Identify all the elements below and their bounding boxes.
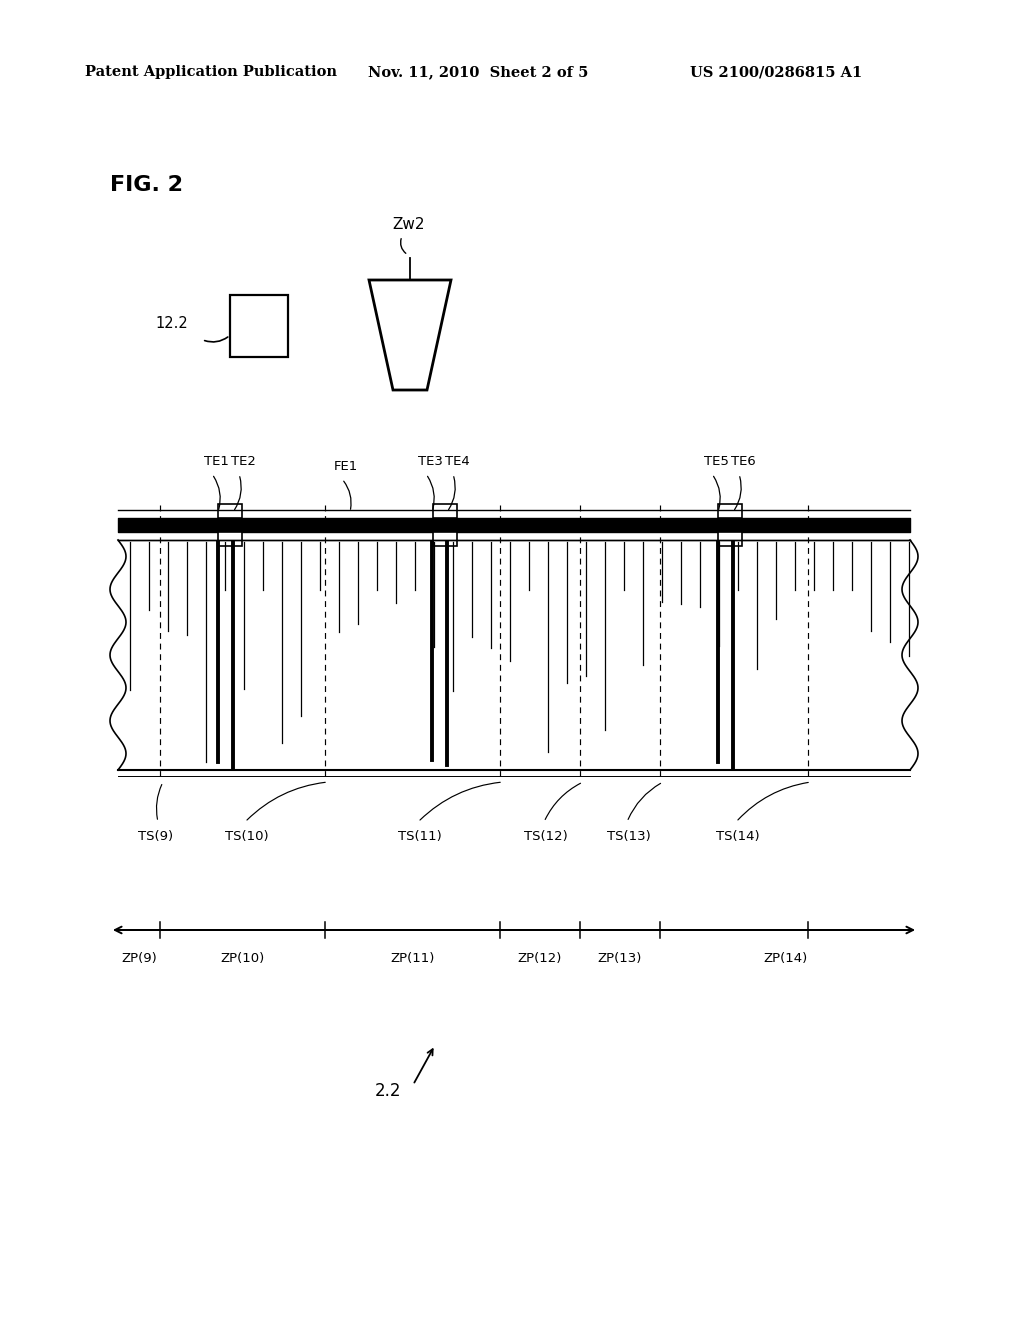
Text: ZP(11): ZP(11) xyxy=(390,952,434,965)
Text: 12.2: 12.2 xyxy=(155,315,187,330)
Text: TS(14): TS(14) xyxy=(716,830,760,843)
Text: TE2: TE2 xyxy=(231,455,256,469)
Text: ZP(14): ZP(14) xyxy=(763,952,807,965)
Text: TS(9): TS(9) xyxy=(138,830,173,843)
Text: TS(12): TS(12) xyxy=(524,830,567,843)
Bar xyxy=(433,532,457,546)
Bar xyxy=(230,294,288,356)
Text: FIG. 2: FIG. 2 xyxy=(110,176,183,195)
Bar xyxy=(718,504,742,517)
Text: ZP(12): ZP(12) xyxy=(518,952,562,965)
Text: 2.2: 2.2 xyxy=(375,1082,401,1100)
Bar xyxy=(218,532,242,546)
Text: TS(13): TS(13) xyxy=(607,830,650,843)
Text: US 2100/0286815 A1: US 2100/0286815 A1 xyxy=(690,65,862,79)
Bar xyxy=(433,504,457,517)
Text: ZP(10): ZP(10) xyxy=(220,952,264,965)
Text: TE4: TE4 xyxy=(445,455,470,469)
Text: TS(10): TS(10) xyxy=(225,830,268,843)
Text: ZP(13): ZP(13) xyxy=(598,952,642,965)
Bar xyxy=(218,504,242,517)
Text: TE6: TE6 xyxy=(731,455,756,469)
Text: ZP(9): ZP(9) xyxy=(121,952,157,965)
Text: TE3: TE3 xyxy=(418,455,442,469)
Text: Zw2: Zw2 xyxy=(392,216,425,232)
Text: TE1: TE1 xyxy=(204,455,229,469)
Text: FE1: FE1 xyxy=(334,459,358,473)
Text: TE5: TE5 xyxy=(705,455,729,469)
Text: Nov. 11, 2010  Sheet 2 of 5: Nov. 11, 2010 Sheet 2 of 5 xyxy=(368,65,589,79)
Text: Patent Application Publication: Patent Application Publication xyxy=(85,65,337,79)
Text: TS(11): TS(11) xyxy=(398,830,441,843)
Bar xyxy=(718,532,742,546)
Polygon shape xyxy=(369,280,451,389)
